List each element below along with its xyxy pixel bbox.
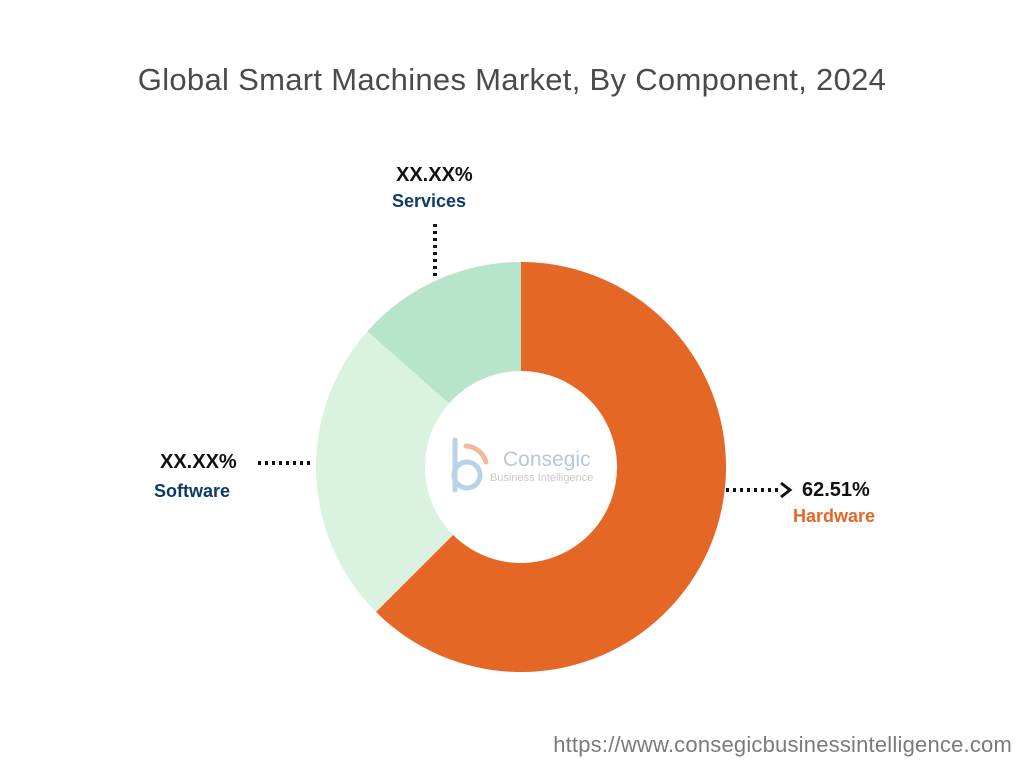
hardware-value-label: 62.51% (802, 479, 870, 501)
hardware-name-label: Hardware (793, 506, 876, 526)
leader-hardware-arrow (780, 481, 793, 499)
services-name-label: Services (392, 191, 467, 211)
software-name-label: Software (154, 481, 231, 501)
chart-title: Global Smart Machines Market, By Compone… (137, 62, 887, 97)
donut-slice-services (367, 262, 521, 404)
donut-slice-hardware (375, 262, 726, 673)
watermark-logo-icon (451, 437, 489, 493)
software-value-label: XX.XX% (160, 451, 237, 473)
services-value-label: XX.XX% (396, 164, 473, 186)
watermark-brand: Consegic (503, 448, 591, 471)
source-url: https://www.consegicbusinessintelligence… (553, 732, 1012, 757)
watermark-sub: Business Intelligence (490, 472, 594, 484)
donut-slice-software (315, 331, 454, 612)
